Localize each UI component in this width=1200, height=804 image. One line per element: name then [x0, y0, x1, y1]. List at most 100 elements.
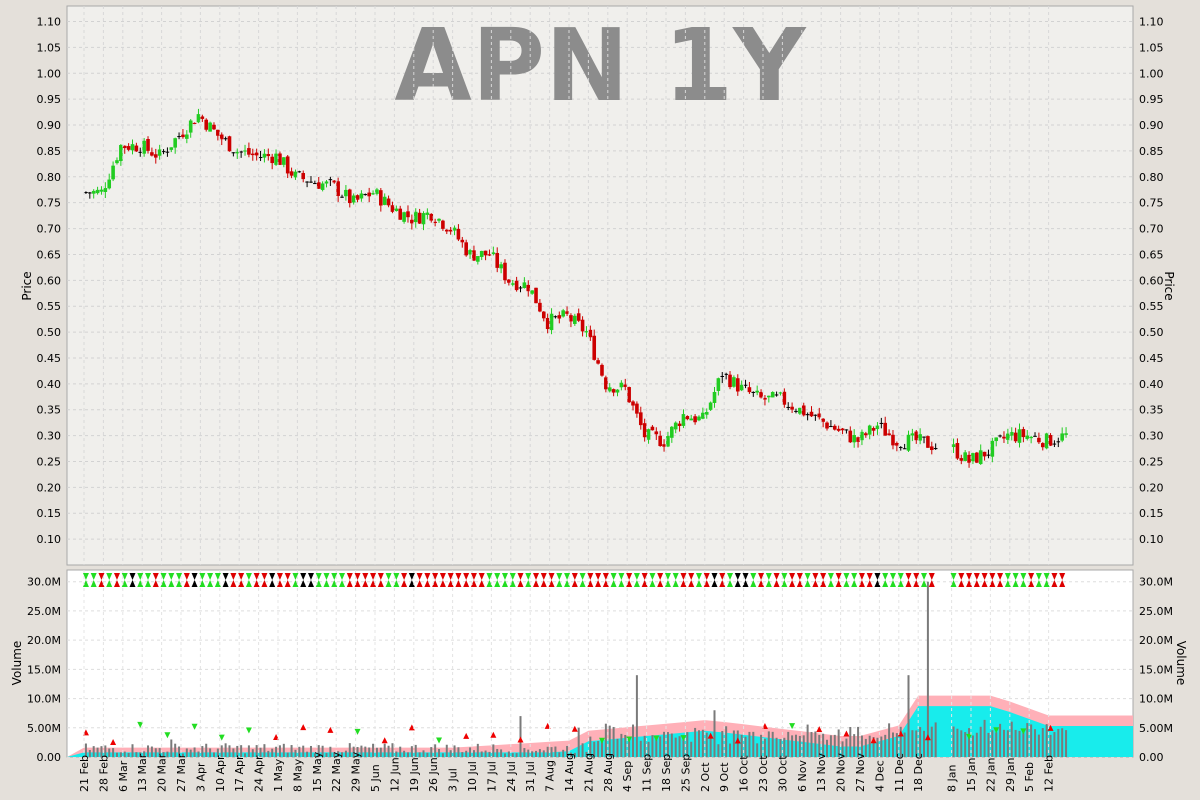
volume-bar	[337, 751, 340, 757]
date-tick-label: 29 May	[350, 751, 363, 792]
volume-bar	[492, 744, 495, 757]
date-tick-label: 11 Sep	[641, 754, 654, 792]
volume-bar	[1002, 729, 1005, 757]
candle-body	[844, 429, 849, 431]
volume-bar	[670, 733, 673, 757]
signal-marker	[121, 580, 128, 587]
candle-body	[429, 213, 434, 221]
candle-body	[875, 425, 880, 430]
signal-marker	[653, 735, 660, 742]
volume-bars	[84, 581, 1068, 757]
volume-bar	[375, 747, 378, 757]
signal-marker	[339, 573, 346, 580]
volume-bar	[600, 739, 603, 757]
volume-bar	[422, 750, 425, 757]
signal-marker	[164, 732, 171, 739]
volume-bar	[624, 734, 627, 757]
signal-marker	[897, 573, 904, 580]
candle-body	[794, 410, 798, 412]
date-tick-label: 16 Oct	[738, 755, 751, 792]
volume-bar	[987, 732, 990, 757]
date-tick-label: 3 Jul	[447, 768, 460, 792]
signal-marker	[579, 573, 586, 580]
signal-marker	[773, 573, 780, 580]
candle-body	[739, 384, 744, 391]
volume-bar	[756, 743, 759, 757]
candle-body	[289, 171, 294, 176]
volume-axis-label-left: Volume	[10, 641, 24, 686]
signal-marker	[106, 580, 113, 587]
candle-body	[774, 394, 779, 396]
signal-marker	[913, 580, 920, 587]
candle-body	[216, 129, 220, 136]
candle-body	[852, 435, 856, 443]
signal-marker	[993, 727, 1000, 734]
signal-marker	[672, 580, 679, 587]
signal-marker	[610, 573, 617, 580]
candle-body	[914, 431, 919, 441]
signal-marker	[789, 580, 796, 587]
price-tick-label: 1.05	[1139, 41, 1164, 54]
signal-marker	[447, 580, 454, 587]
candle-body	[122, 145, 127, 149]
volume-bar	[1061, 728, 1064, 757]
signal-marker	[812, 573, 819, 580]
price-tick-label: 0.60	[37, 274, 62, 287]
candle-body	[1044, 433, 1049, 449]
candle-body	[274, 153, 278, 165]
volume-bar	[333, 752, 336, 757]
volume-bar	[674, 737, 677, 757]
volume-bar	[123, 751, 126, 757]
signal-marker	[145, 580, 152, 587]
candle-body	[813, 414, 818, 416]
volume-bar	[445, 744, 448, 757]
date-tick-label: 4 Sep	[621, 761, 634, 792]
volume-bar	[147, 745, 150, 757]
date-tick-label: 6 Nov	[796, 760, 809, 792]
signal-marker	[796, 580, 803, 587]
volume-bar	[736, 730, 739, 757]
candle-body	[282, 157, 286, 165]
candle-body	[363, 194, 368, 196]
signal-marker	[416, 580, 423, 587]
signal-marker	[517, 736, 524, 743]
candle-body	[918, 434, 922, 441]
candle-body	[413, 211, 418, 223]
signal-marker	[238, 580, 245, 587]
date-tick-label: 8 Jan	[946, 765, 959, 792]
volume-bar	[395, 751, 398, 757]
candle-body	[642, 423, 647, 438]
volume-bar	[983, 719, 986, 757]
volume-bar	[247, 745, 250, 757]
price-grid	[67, 21, 1133, 540]
signal-marker	[742, 580, 749, 587]
signal-marker	[253, 580, 260, 587]
volume-bar	[302, 745, 305, 757]
candle-body	[951, 444, 956, 448]
volume-bar	[294, 749, 297, 757]
candle-body	[635, 403, 639, 414]
date-tick-label: 13 Mar	[136, 753, 149, 792]
candle-body	[704, 412, 709, 415]
volume-bar	[760, 734, 763, 757]
candle-body	[662, 444, 666, 447]
candle-body	[208, 122, 212, 132]
volume-bar	[558, 752, 561, 757]
signal-marker	[950, 573, 957, 580]
volume-bar	[783, 737, 786, 757]
candle-body	[887, 433, 891, 436]
signal-marker	[490, 731, 497, 738]
candle-body	[673, 422, 678, 430]
volume-bar	[740, 734, 743, 757]
volume-bar	[313, 753, 316, 757]
volume-tick-label: 10.0M	[27, 693, 61, 706]
volume-y-axis-right: 0.00 5.00M 10.0M 15.0M 20.0M 25.0M 30.0M	[1139, 576, 1173, 764]
signal-marker	[385, 580, 392, 587]
volume-bar	[569, 752, 572, 757]
date-tick-label: 11 Dec	[893, 753, 906, 792]
price-tick-label: 0.30	[1139, 430, 1164, 443]
signal-marker	[773, 580, 780, 587]
candle-body	[499, 264, 503, 269]
candle-body	[437, 218, 441, 221]
volume-bar	[713, 710, 716, 757]
